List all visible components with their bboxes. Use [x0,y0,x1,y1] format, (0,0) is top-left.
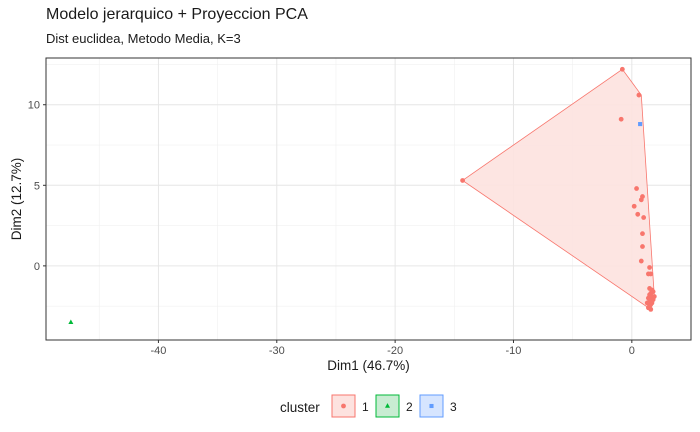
cluster-1-point [460,178,465,183]
cluster-1-point [618,116,624,122]
cluster-1-point [635,211,641,217]
cluster-1-point [640,231,645,237]
cluster-1-point [631,203,637,209]
cluster-1-point [619,66,625,72]
legend-marker [384,403,391,408]
legend-marker [429,403,434,409]
cluster-3-point [638,122,643,127]
panel-border [45,57,692,341]
legend-item-3: 3 [419,394,457,418]
cluster-hulls [461,68,655,311]
legend-marker [341,403,346,409]
cluster-2-point [68,319,74,325]
x-tick-label: -40 [150,345,166,357]
legend-label: 3 [450,400,457,414]
legend-title: cluster [280,400,320,415]
y-tick-label: 10 [28,100,40,112]
chart-title: Modelo jerarquico + Proyeccion PCA [46,6,308,23]
cluster-1-point [638,197,644,203]
legend-label: 1 [362,400,369,414]
cluster-1-point [648,306,654,312]
data-points [68,66,657,325]
legend-items: 1 2 3 [331,394,457,418]
cluster-1-point [645,271,651,277]
cluster-1-point [634,186,639,191]
x-tick-label: -30 [269,345,285,357]
cluster-1-point [636,92,642,98]
x-tick-label: -20 [387,345,403,357]
cluster-1-point [641,215,647,220]
y-tick-label: 5 [34,180,40,192]
legend-item-2: 2 [375,394,413,418]
legend: cluster 1 2 3 [280,394,457,418]
y-axis-title: Dim2 (12.7%) [9,158,24,241]
axes: -40 -30 -20 -10 0 0 5 10 [28,100,635,357]
x-tick-label: -10 [506,345,522,357]
y-tick-label: 0 [34,261,40,273]
x-axis-title: Dim1 (46.7%) [327,358,410,373]
legend-label: 2 [406,400,413,414]
cluster-1-point [640,244,645,249]
cluster-1-point [647,265,652,270]
cluster-1-point [638,258,644,264]
x-tick-label: 0 [629,345,635,357]
cluster-1-hull [461,68,655,311]
chart-subtitle: Dist euclidea, Metodo Media, K=3 [46,31,241,46]
legend-item-1: 1 [331,394,369,418]
